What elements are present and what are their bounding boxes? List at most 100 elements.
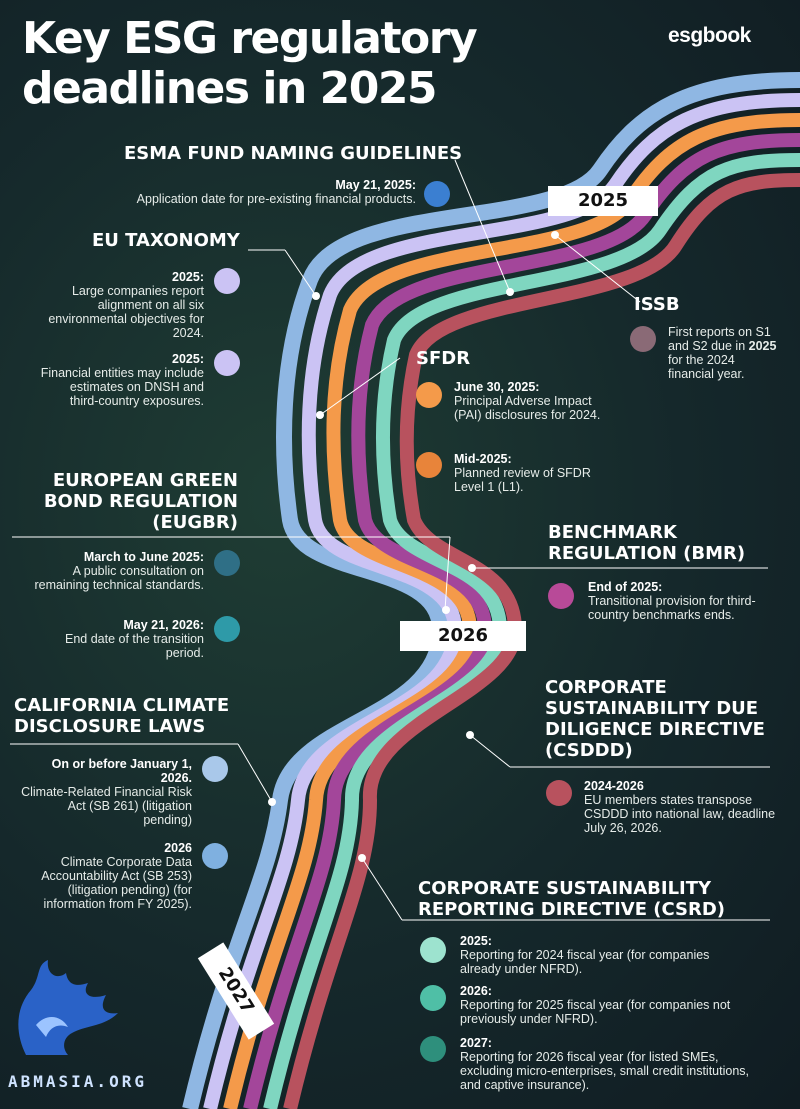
road-marker <box>268 798 276 806</box>
csrd-date-1: 2025: <box>460 934 492 948</box>
road-1 <box>182 72 800 1109</box>
california-item-1: On or before January 1, 2026. Climate-Re… <box>20 757 192 827</box>
page-title: Key ESG regulatory deadlines in 2025 <box>22 14 582 114</box>
esma-dot <box>424 181 450 207</box>
california-title-line-2: DISCLOSURE LAWS <box>14 716 206 737</box>
issb-text-after: for the 2024 financial year. <box>668 353 745 381</box>
california-dot-2 <box>202 843 228 869</box>
csddd-text: EU members states transpose CSDDD into n… <box>584 793 776 835</box>
title-line-2: deadlines in 2025 <box>22 63 438 114</box>
connector-california-2 <box>237 743 273 803</box>
csddd-title-line-4: (CSDDD) <box>545 740 633 761</box>
csrd-text-2: Reporting for 2025 fiscal year (for comp… <box>460 998 731 1026</box>
sfdr-dot-1 <box>416 382 442 408</box>
road-marker <box>316 411 324 419</box>
esma-item: May 21, 2025: Application date for pre-e… <box>70 178 416 206</box>
csddd-date: 2024-2026 <box>584 779 644 793</box>
eu-taxonomy-dot-1 <box>214 268 240 294</box>
connector-csddd <box>469 734 511 768</box>
road-marker <box>506 288 514 296</box>
eugbr-item-2: May 21, 2026: End date of the transition… <box>30 618 204 660</box>
road-4 <box>243 133 800 1109</box>
eu-taxonomy-item-2: 2025: Financial entities may include est… <box>40 352 204 408</box>
sfdr-date-1: June 30, 2025: <box>454 380 540 394</box>
california-date-1: On or before January 1, 2026. <box>51 757 192 785</box>
eu-taxonomy-title: EU TAXONOMY <box>92 230 240 251</box>
eu-taxonomy-text-1: Large companies report alignment on all … <box>48 284 204 340</box>
eugbr-dot-2 <box>214 616 240 642</box>
esma-text: Application date for pre-existing financ… <box>136 192 416 206</box>
csrd-item-2: 2026: Reporting for 2025 fiscal year (fo… <box>460 984 750 1026</box>
esma-date: May 21, 2025: <box>335 178 416 192</box>
eugbr-title: EUROPEAN GREEN BOND REGULATION (EUGBR) <box>20 470 238 533</box>
bmr-text: Transitional provision for third-country… <box>588 594 756 622</box>
eugbr-text-1: A public consultation on remaining techn… <box>34 564 204 592</box>
sfdr-title: SFDR <box>416 348 471 369</box>
connector-taxonomy-2 <box>284 249 317 297</box>
csrd-item-1: 2025: Reporting for 2024 fiscal year (fo… <box>460 934 750 976</box>
eu-taxonomy-date-2: 2025: <box>172 352 204 366</box>
road-marker <box>312 292 320 300</box>
issb-dot <box>630 326 656 352</box>
csrd-title-line-2: REPORTING DIRECTIVE (CSRD) <box>418 899 726 920</box>
watermark-text: ABMASIA.ORG <box>8 1072 147 1091</box>
eugbr-text-2: End date of the transition period. <box>65 632 204 660</box>
csrd-dot-2 <box>420 985 446 1011</box>
csrd-date-2: 2026: <box>460 984 492 998</box>
bmr-title-line-2: REGULATION (BMR) <box>548 543 746 564</box>
eugbr-title-line-1: EUROPEAN GREEN <box>52 470 238 491</box>
california-date-2: 2026 <box>164 841 192 855</box>
connector-csrd <box>361 857 403 921</box>
year-label-2025: 2025 <box>577 190 629 211</box>
year-strip-2025 <box>548 186 658 216</box>
eu-taxonomy-dot-2 <box>214 350 240 376</box>
csddd-title-line-3: DILIGENCE DIRECTIVE <box>545 719 765 740</box>
eugbr-item-1: March to June 2025: A public consultatio… <box>30 550 204 592</box>
sfdr-item-2: Mid-2025: Planned review of SFDR Level 1… <box>454 452 594 494</box>
brand-logo: esgbook <box>668 24 751 47</box>
sfdr-dot-2 <box>416 452 442 478</box>
connector-eugbr-2 <box>444 536 451 611</box>
csddd-title: CORPORATE SUSTAINABILITY DUE DILIGENCE D… <box>545 677 765 761</box>
eugbr-date-2: May 21, 2026: <box>123 618 204 632</box>
california-title-line-1: CALIFORNIA CLIMATE <box>14 695 230 716</box>
road-marker <box>358 854 366 862</box>
year-strip-2026 <box>400 621 526 651</box>
issb-item: First reports on S1 and S2 due in 2025 f… <box>668 325 780 381</box>
california-title: CALIFORNIA CLIMATE DISCLOSURE LAWS <box>14 695 229 737</box>
csrd-text-3: Reporting for 2026 fiscal year (for list… <box>460 1050 749 1092</box>
bmr-dot <box>548 583 574 609</box>
csddd-dot <box>546 780 572 806</box>
sfdr-text-1: Principal Adverse Impact (PAI) disclosur… <box>454 394 601 422</box>
connector-issb <box>554 234 641 303</box>
issb-title: ISSB <box>634 294 680 315</box>
title-line-1: Key ESG regulatory <box>22 13 478 64</box>
eugbr-title-line-3: (EUGBR) <box>152 512 238 533</box>
sfdr-text-2: Planned review of SFDR Level 1 (L1). <box>454 466 591 494</box>
csrd-title: CORPORATE SUSTAINABILITY REPORTING DIREC… <box>418 878 725 920</box>
road-marker <box>468 564 476 572</box>
california-text-2: Climate Corporate Data Accountability Ac… <box>41 855 192 911</box>
esma-title: ESMA FUND NAMING GUIDELINES <box>124 143 463 164</box>
csddd-title-line-1: CORPORATE <box>545 677 667 698</box>
eu-taxonomy-text-2: Financial entities may include estimates… <box>40 366 204 408</box>
year-label-2026: 2026 <box>437 625 489 646</box>
road-5 <box>263 153 800 1109</box>
road-marker <box>551 231 559 239</box>
csrd-item-3: 2027: Reporting for 2026 fiscal year (fo… <box>460 1036 760 1092</box>
csrd-title-line-1: CORPORATE SUSTAINABILITY <box>418 878 712 899</box>
csrd-dot-1 <box>420 937 446 963</box>
csrd-dot-3 <box>420 1036 446 1062</box>
california-text-1: Climate-Related Financial Risk Act (SB 2… <box>21 785 192 827</box>
eu-taxonomy-date-1: 2025: <box>172 270 204 284</box>
california-item-2: 2026 Climate Corporate Data Accountabili… <box>10 841 192 911</box>
bmr-date: End of 2025: <box>588 580 663 594</box>
eugbr-dot-1 <box>214 550 240 576</box>
bmr-title-line-1: BENCHMARK <box>548 522 678 543</box>
road-marker <box>442 606 450 614</box>
eugbr-date-1: March to June 2025: <box>83 550 204 564</box>
issb-text-before: First reports on S1 and S2 due in <box>668 325 771 353</box>
bmr-item: End of 2025: Transitional provision for … <box>588 580 778 622</box>
road-marker <box>466 731 474 739</box>
connector-esma <box>454 159 511 293</box>
